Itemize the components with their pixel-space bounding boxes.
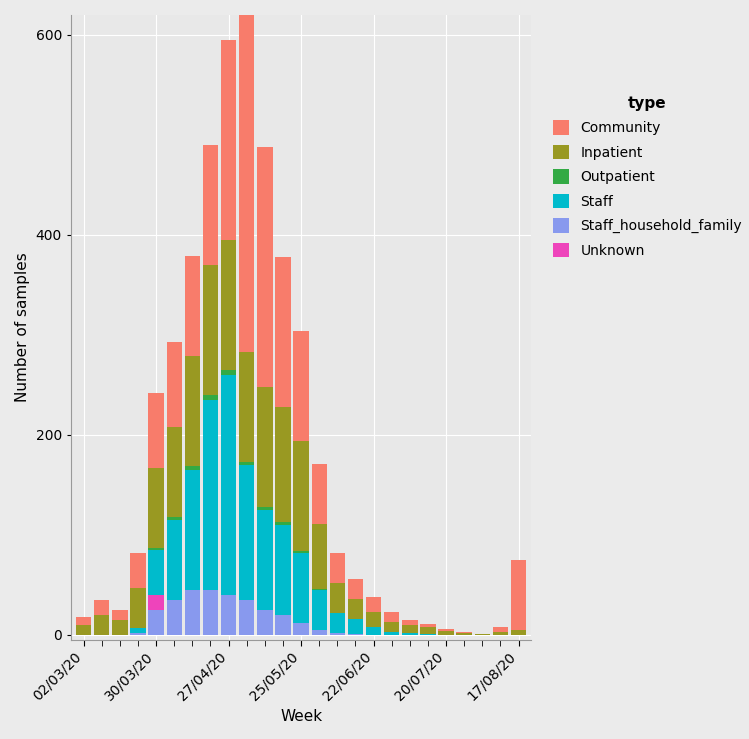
Bar bbox=[384, 612, 399, 622]
Bar bbox=[511, 560, 527, 630]
Bar bbox=[420, 627, 436, 634]
Bar bbox=[294, 623, 309, 635]
Bar bbox=[185, 470, 200, 590]
Bar bbox=[185, 356, 200, 466]
Bar bbox=[312, 464, 327, 524]
Bar bbox=[402, 633, 417, 635]
Bar bbox=[130, 588, 146, 628]
Bar bbox=[493, 632, 508, 635]
Bar bbox=[148, 595, 164, 610]
Bar bbox=[239, 462, 255, 465]
Bar bbox=[330, 613, 345, 633]
Bar bbox=[148, 548, 164, 550]
Bar bbox=[185, 256, 200, 356]
Bar bbox=[294, 441, 309, 551]
Bar bbox=[511, 630, 527, 635]
Bar bbox=[330, 553, 345, 583]
Bar bbox=[221, 375, 237, 595]
Bar bbox=[148, 393, 164, 468]
Bar bbox=[203, 265, 218, 395]
Bar bbox=[76, 617, 91, 625]
Bar bbox=[312, 630, 327, 635]
Bar bbox=[330, 633, 345, 635]
Bar bbox=[402, 620, 417, 625]
Bar bbox=[330, 583, 345, 613]
Bar bbox=[312, 589, 327, 590]
Bar bbox=[166, 600, 182, 635]
Bar bbox=[276, 522, 291, 525]
Bar bbox=[148, 610, 164, 635]
Bar bbox=[239, 465, 255, 600]
Bar bbox=[221, 370, 237, 375]
Bar bbox=[76, 625, 91, 635]
Bar bbox=[438, 629, 454, 631]
Bar bbox=[203, 590, 218, 635]
Bar bbox=[456, 632, 472, 633]
Bar bbox=[294, 331, 309, 441]
Bar bbox=[438, 631, 454, 635]
Bar bbox=[257, 147, 273, 387]
Bar bbox=[203, 400, 218, 590]
Bar bbox=[130, 553, 146, 588]
X-axis label: Week: Week bbox=[280, 709, 322, 724]
Bar bbox=[276, 525, 291, 615]
Bar bbox=[312, 590, 327, 630]
Bar bbox=[239, 352, 255, 462]
Bar bbox=[148, 550, 164, 595]
Bar bbox=[420, 624, 436, 627]
Bar bbox=[239, 600, 255, 635]
Bar bbox=[221, 595, 237, 635]
Bar bbox=[366, 597, 381, 612]
Bar bbox=[475, 634, 490, 635]
Bar bbox=[112, 610, 127, 620]
Bar bbox=[366, 612, 381, 627]
Bar bbox=[384, 622, 399, 632]
Bar bbox=[257, 510, 273, 610]
Bar bbox=[185, 590, 200, 635]
Bar bbox=[493, 627, 508, 632]
Bar bbox=[348, 619, 363, 634]
Bar bbox=[294, 551, 309, 553]
Bar bbox=[348, 599, 363, 619]
Legend: Community, Inpatient, Outpatient, Staff, Staff_household_family, Unknown: Community, Inpatient, Outpatient, Staff,… bbox=[553, 95, 742, 258]
Bar bbox=[166, 520, 182, 600]
Bar bbox=[130, 633, 146, 635]
Bar bbox=[312, 524, 327, 589]
Bar bbox=[348, 634, 363, 635]
Bar bbox=[348, 579, 363, 599]
Bar bbox=[420, 634, 436, 635]
Bar bbox=[203, 395, 218, 400]
Bar bbox=[276, 615, 291, 635]
Bar bbox=[94, 615, 109, 635]
Bar bbox=[257, 610, 273, 635]
Bar bbox=[257, 387, 273, 507]
Bar bbox=[203, 145, 218, 265]
Bar bbox=[402, 625, 417, 633]
Bar bbox=[166, 517, 182, 520]
Bar bbox=[112, 620, 127, 635]
Bar bbox=[366, 627, 381, 635]
Bar bbox=[130, 628, 146, 633]
Bar bbox=[148, 468, 164, 548]
Bar bbox=[185, 466, 200, 470]
Bar bbox=[94, 600, 109, 615]
Bar bbox=[239, 12, 255, 352]
Bar bbox=[276, 407, 291, 522]
Bar bbox=[221, 240, 237, 370]
Bar bbox=[276, 257, 291, 407]
Bar bbox=[294, 553, 309, 623]
Y-axis label: Number of samples: Number of samples bbox=[15, 253, 30, 402]
Bar bbox=[456, 633, 472, 635]
Bar bbox=[384, 632, 399, 635]
Bar bbox=[221, 40, 237, 240]
Bar bbox=[257, 507, 273, 510]
Bar bbox=[166, 342, 182, 427]
Bar bbox=[166, 427, 182, 517]
